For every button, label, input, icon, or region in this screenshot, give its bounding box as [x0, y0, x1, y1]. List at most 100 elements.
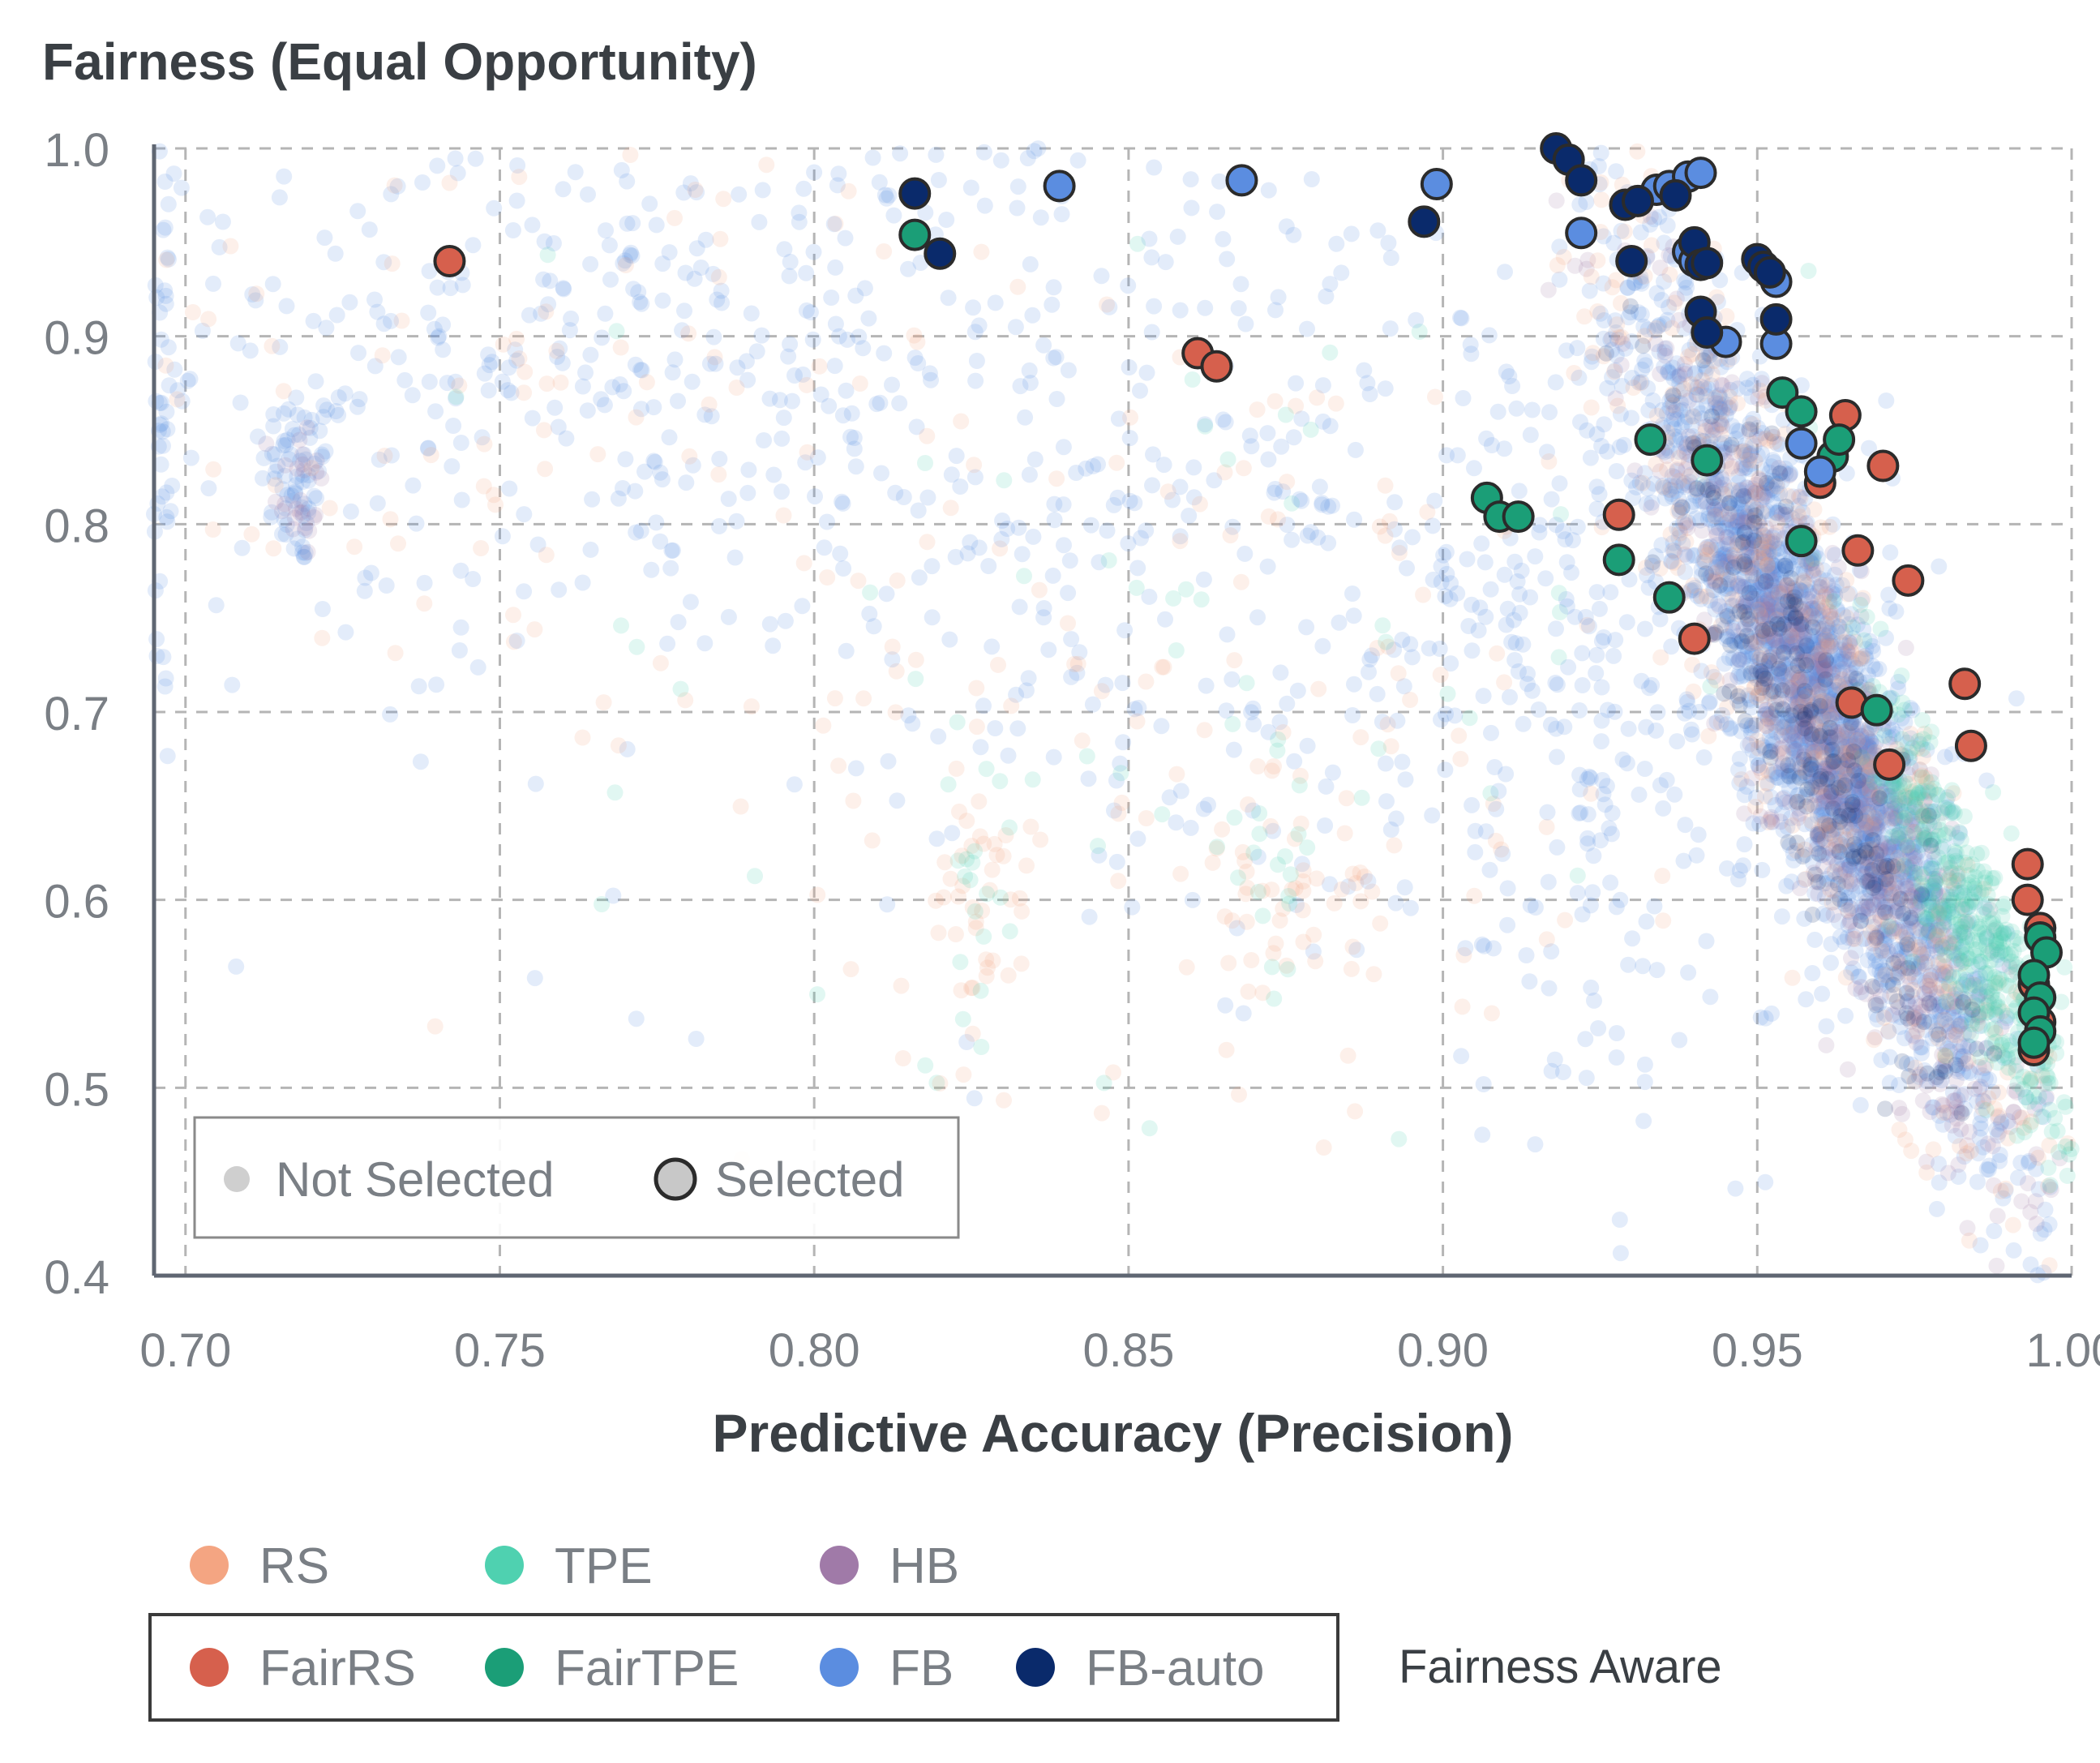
- unselected-point: [1918, 1165, 1935, 1181]
- unselected-point: [1062, 552, 1078, 568]
- unselected-point: [1243, 438, 1259, 454]
- unselected-point: [1129, 714, 1146, 730]
- unselected-point: [2016, 1124, 2033, 1140]
- unselected-point: [465, 237, 481, 253]
- unselected-point: [618, 257, 634, 273]
- unselected-point: [452, 563, 469, 579]
- unselected-point: [1047, 512, 1063, 528]
- unselected-point: [1070, 656, 1086, 672]
- unselected-point: [1873, 621, 1889, 637]
- unselected-point: [1511, 483, 1528, 499]
- unselected-point: [984, 953, 1001, 969]
- unselected-point: [250, 428, 266, 444]
- unselected-point: [205, 461, 221, 478]
- unselected-point: [1101, 552, 1117, 568]
- unselected-point: [963, 180, 979, 196]
- unselected-point: [1239, 675, 1255, 691]
- unselected-point: [1284, 532, 1300, 548]
- unselected-point: [1380, 235, 1396, 251]
- unselected-point: [1926, 1141, 1942, 1157]
- unselected-point: [316, 229, 332, 246]
- unselected-point: [979, 886, 995, 902]
- unselected-point: [155, 222, 171, 238]
- unselected-point: [1419, 504, 1435, 520]
- unselected-point: [847, 288, 864, 304]
- unselected-point: [1344, 225, 1360, 242]
- unselected-point: [516, 364, 533, 380]
- unselected-point: [671, 614, 687, 630]
- unselected-point: [597, 306, 613, 322]
- unselected-point: [200, 480, 216, 496]
- unselected-point: [1352, 729, 1369, 745]
- unselected-point: [984, 638, 1000, 654]
- unselected-point: [1025, 771, 1041, 787]
- unselected-point: [265, 540, 281, 556]
- unselected-point: [1635, 958, 1651, 974]
- unselected-point: [919, 490, 936, 506]
- unselected-point: [158, 404, 174, 420]
- unselected-point: [1243, 952, 1259, 968]
- unselected-point: [233, 395, 249, 411]
- unselected-point: [1061, 362, 1077, 379]
- unselected-point: [222, 238, 238, 255]
- unselected-point: [1114, 675, 1130, 691]
- unselected-point: [1016, 568, 1032, 584]
- unselected-point: [1652, 611, 1669, 628]
- unselected-point: [1172, 866, 1189, 882]
- unselected-point: [885, 208, 902, 224]
- unselected-point: [1032, 832, 1048, 848]
- unselected-point: [1001, 748, 1017, 764]
- unselected-point: [774, 483, 790, 500]
- unselected-point: [1993, 1183, 2009, 1199]
- unselected-point: [957, 869, 973, 885]
- unselected-point: [786, 367, 803, 384]
- unselected-point: [582, 256, 598, 272]
- unselected-point: [654, 293, 671, 309]
- unselected-point: [1056, 439, 1072, 455]
- unselected-point: [1022, 466, 1038, 483]
- unselected-point: [948, 549, 964, 565]
- unselected-point: [1481, 327, 1498, 343]
- unselected-point: [1096, 1075, 1112, 1091]
- unselected-point: [649, 217, 665, 233]
- unselected-point: [648, 514, 664, 530]
- unselected-point: [2004, 826, 2020, 842]
- unselected-point: [1347, 1103, 1363, 1119]
- unselected-point: [996, 1092, 1012, 1109]
- unselected-point: [955, 1066, 971, 1083]
- unselected-point: [1549, 257, 1566, 273]
- unselected-point: [1056, 496, 1072, 513]
- unselected-point: [1840, 1062, 1856, 1078]
- unselected-point: [314, 630, 330, 646]
- unselected-point: [924, 558, 940, 574]
- unselected-point: [805, 332, 821, 348]
- unselected-point: [729, 513, 745, 530]
- unselected-point: [148, 631, 165, 647]
- unselected-point: [215, 214, 231, 230]
- unselected-point: [830, 757, 846, 774]
- unselected-point: [511, 169, 527, 185]
- unselected-point: [756, 432, 772, 448]
- unselected-point: [733, 799, 749, 815]
- unselected-point: [1299, 321, 1315, 337]
- unselected-point: [1974, 954, 1990, 970]
- unselected-point: [919, 428, 935, 444]
- unselected-point: [633, 296, 649, 312]
- unselected-point: [1348, 442, 1364, 458]
- unselected-point: [967, 324, 984, 340]
- unselected-point: [1700, 728, 1716, 744]
- unselected-point: [1685, 577, 1701, 594]
- unselected-point: [689, 240, 705, 256]
- unselected-point: [1010, 178, 1026, 195]
- unselected-point: [1798, 991, 1814, 1007]
- unselected-point: [888, 704, 904, 720]
- unselected-point: [428, 676, 444, 693]
- unselected-point: [782, 268, 798, 284]
- unselected-point: [782, 336, 798, 352]
- unselected-point: [1112, 765, 1129, 781]
- unselected-point: [366, 292, 383, 308]
- unselected-point: [1220, 452, 1236, 468]
- unselected-point: [1325, 765, 1341, 781]
- unselected-point: [1120, 277, 1136, 294]
- unselected-point: [673, 681, 689, 697]
